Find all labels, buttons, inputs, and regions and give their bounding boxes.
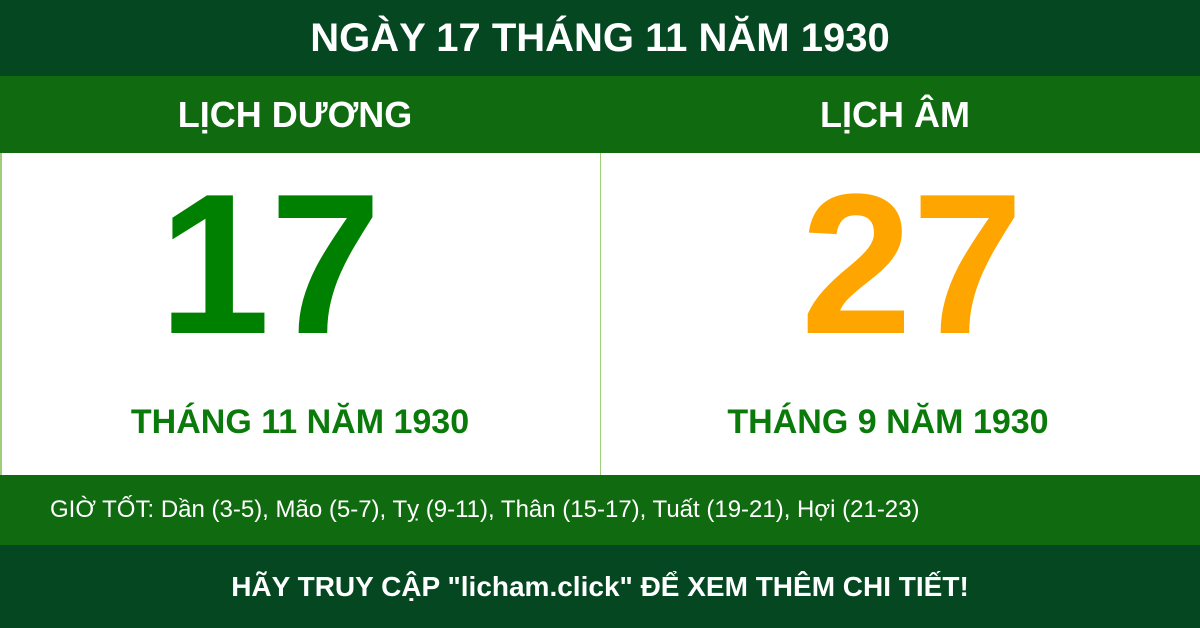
calendar-headings: LỊCH DƯƠNG LỊCH ÂM — [0, 76, 1200, 153]
page-title: NGÀY 17 THÁNG 11 NĂM 1930 — [310, 16, 890, 60]
good-hours: GIỜ TỐT: Dần (3-5), Mão (5-7), Tỵ (9-11)… — [50, 496, 920, 523]
column-divider — [600, 153, 601, 475]
good-hours-bar: GIỜ TỐT: Dần (3-5), Mão (5-7), Tỵ (9-11)… — [0, 475, 1200, 545]
solar-heading: LỊCH DƯƠNG — [177, 93, 413, 135]
left-border — [0, 153, 2, 475]
footer-bar: HÃY TRUY CẬP "licham.click" ĐỂ XEM THÊM … — [0, 545, 1200, 628]
lunar-heading: LỊCH ÂM — [820, 93, 970, 135]
title-bar: NGÀY 17 THÁNG 11 NĂM 1930 — [0, 0, 1200, 76]
footer-cta: HÃY TRUY CẬP "licham.click" ĐỂ XEM THÊM … — [231, 570, 969, 602]
solar-day: 17 — [158, 153, 382, 376]
lunar-day: 27 — [800, 153, 1024, 376]
solar-month-year: THÁNG 11 NĂM 1930 — [130, 403, 470, 441]
lunar-month-year: THÁNG 9 NĂM 1930 — [727, 403, 1049, 441]
